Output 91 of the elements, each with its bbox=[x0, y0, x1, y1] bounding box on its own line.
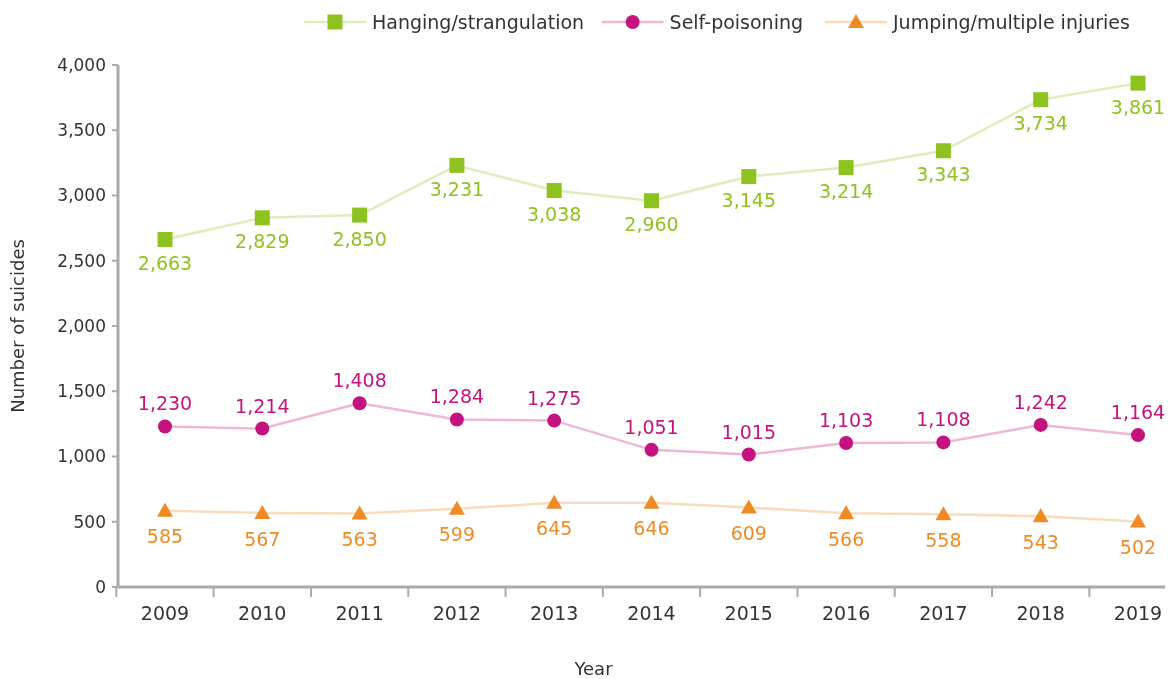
point bbox=[448, 500, 465, 515]
data-label: 1,164 bbox=[1110, 401, 1166, 424]
x-tick-label: 2018 bbox=[1016, 602, 1065, 624]
data-label: 609 bbox=[730, 522, 767, 545]
x-axis-title: Year bbox=[573, 658, 614, 679]
data-label: 563 bbox=[341, 528, 378, 551]
point bbox=[643, 494, 660, 509]
point bbox=[1130, 513, 1146, 528]
data-label: 3,861 bbox=[1110, 95, 1166, 118]
point bbox=[644, 193, 659, 209]
point bbox=[1033, 417, 1048, 432]
y-tick-label: 2,000 bbox=[57, 315, 106, 336]
point bbox=[157, 502, 173, 517]
y-tick-label: 1,000 bbox=[57, 446, 106, 467]
data-label: 2,850 bbox=[332, 227, 387, 250]
data-label: 1,015 bbox=[721, 420, 776, 443]
x-tick-label: 2013 bbox=[530, 602, 579, 624]
data-label: 558 bbox=[925, 528, 962, 551]
point bbox=[936, 435, 951, 450]
point bbox=[839, 436, 854, 451]
data-label: 1,230 bbox=[137, 392, 193, 415]
legend-label: Jumping/multiple injuries bbox=[892, 10, 1130, 33]
point bbox=[547, 413, 562, 428]
point bbox=[546, 183, 562, 199]
y-tick-label: 2,500 bbox=[57, 250, 106, 271]
point bbox=[254, 210, 270, 226]
data-label: 646 bbox=[633, 517, 670, 540]
y-tick-label: 1,500 bbox=[57, 381, 106, 402]
data-label: 3,343 bbox=[916, 163, 971, 186]
x-tick-label: 2009 bbox=[140, 602, 190, 624]
y-tick-label: 3,000 bbox=[57, 185, 106, 206]
data-label: 1,408 bbox=[332, 369, 387, 392]
data-label: 1,103 bbox=[818, 409, 874, 432]
data-label: 645 bbox=[536, 517, 573, 540]
data-label: 585 bbox=[146, 525, 184, 548]
data-label: 2,663 bbox=[137, 252, 193, 275]
y-tick-label: 500 bbox=[73, 511, 106, 532]
data-label: 2,960 bbox=[624, 213, 679, 236]
point bbox=[352, 207, 368, 223]
data-label: 3,231 bbox=[429, 178, 485, 200]
point bbox=[254, 505, 271, 520]
data-label: 566 bbox=[827, 527, 865, 550]
y-tick-label: 3,500 bbox=[57, 120, 106, 141]
y-tick-label: 4,000 bbox=[57, 54, 106, 75]
point bbox=[158, 419, 172, 434]
point bbox=[1131, 428, 1145, 443]
point bbox=[352, 396, 367, 411]
point bbox=[740, 499, 757, 514]
x-tick-label: 2010 bbox=[238, 602, 287, 624]
x-tick-label: 2016 bbox=[821, 602, 871, 624]
data-label: 1,275 bbox=[527, 386, 582, 409]
point bbox=[741, 169, 757, 185]
point bbox=[935, 143, 951, 159]
data-label: 543 bbox=[1022, 530, 1059, 553]
point bbox=[449, 412, 464, 427]
point bbox=[644, 442, 659, 457]
data-label: 3,038 bbox=[527, 203, 582, 226]
data-label: 1,051 bbox=[624, 415, 679, 438]
data-label: 3,214 bbox=[818, 180, 874, 203]
point bbox=[546, 494, 563, 509]
data-label: 1,214 bbox=[235, 394, 290, 417]
x-tick-label: 2012 bbox=[432, 602, 482, 624]
point bbox=[838, 505, 855, 520]
data-label: 502 bbox=[1119, 536, 1157, 559]
point bbox=[255, 421, 270, 436]
point bbox=[1033, 92, 1049, 108]
data-label: 567 bbox=[244, 527, 281, 550]
data-label: 1,108 bbox=[916, 408, 971, 431]
point bbox=[935, 506, 952, 521]
point bbox=[838, 160, 854, 176]
x-tick-label: 2011 bbox=[335, 602, 384, 624]
data-label: 1,242 bbox=[1013, 390, 1068, 413]
data-label: 2,829 bbox=[235, 230, 290, 253]
point bbox=[1130, 75, 1146, 91]
point bbox=[351, 505, 368, 520]
x-tick-label: 2019 bbox=[1113, 602, 1163, 624]
y-axis-title: Number of suicides bbox=[7, 239, 28, 413]
data-label: 599 bbox=[438, 523, 476, 546]
point bbox=[157, 231, 173, 247]
data-label: 3,734 bbox=[1013, 112, 1068, 135]
x-tick-label: 2017 bbox=[919, 602, 968, 624]
x-tick-label: 2014 bbox=[627, 602, 676, 624]
point bbox=[1032, 508, 1049, 523]
legend-label: Self-poisoning bbox=[669, 10, 804, 33]
point bbox=[741, 447, 756, 462]
point bbox=[449, 157, 465, 173]
data-label: 1,284 bbox=[429, 385, 485, 408]
y-tick-label: 0 bbox=[95, 576, 106, 597]
data-label: 3,145 bbox=[721, 189, 776, 212]
legend-label: Hanging/strangulation bbox=[372, 10, 585, 33]
x-tick-label: 2015 bbox=[724, 602, 773, 624]
